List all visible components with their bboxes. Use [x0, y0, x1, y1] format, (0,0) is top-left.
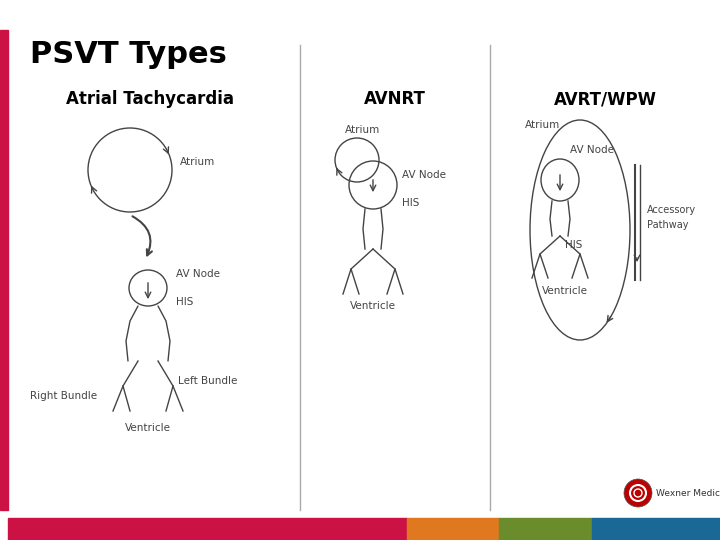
Circle shape [634, 489, 642, 497]
Text: AV Node: AV Node [176, 269, 220, 279]
Text: Ventricle: Ventricle [125, 423, 171, 433]
Bar [592, 518, 720, 540]
Text: Ventricle: Ventricle [542, 286, 588, 296]
Text: Wexner Medical Center: Wexner Medical Center [656, 489, 720, 497]
Text: Ventricle: Ventricle [350, 301, 396, 311]
Text: HIS: HIS [565, 240, 582, 250]
Text: PSVT Types: PSVT Types [30, 40, 227, 69]
Text: HIS: HIS [176, 297, 194, 307]
Text: AV Node: AV Node [402, 170, 446, 180]
Text: AVRT/WPW: AVRT/WPW [554, 90, 657, 108]
Bar [407, 518, 499, 540]
Circle shape [630, 485, 646, 501]
Text: Atrium: Atrium [525, 120, 560, 130]
Text: Right Bundle: Right Bundle [30, 391, 97, 401]
Bar [0, 30, 8, 510]
Text: HIS: HIS [402, 198, 419, 208]
Text: AVNRT: AVNRT [364, 90, 426, 108]
Text: Atrial Tachycardia: Atrial Tachycardia [66, 90, 234, 108]
Circle shape [624, 479, 652, 507]
Text: Accessory: Accessory [647, 205, 696, 215]
Text: Left Bundle: Left Bundle [178, 376, 238, 386]
Text: AV Node: AV Node [570, 145, 614, 155]
Bar [499, 518, 592, 540]
Bar [8, 518, 407, 540]
Text: Pathway: Pathway [647, 220, 688, 230]
Text: Atrium: Atrium [180, 157, 215, 167]
Text: Atrium: Atrium [345, 125, 380, 135]
